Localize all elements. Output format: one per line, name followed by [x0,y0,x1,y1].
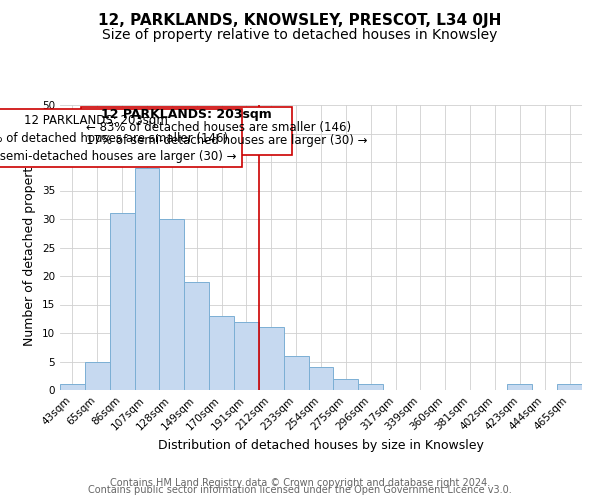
X-axis label: Distribution of detached houses by size in Knowsley: Distribution of detached houses by size … [158,438,484,452]
Text: 12, PARKLANDS, KNOWSLEY, PRESCOT, L34 0JH: 12, PARKLANDS, KNOWSLEY, PRESCOT, L34 0J… [98,12,502,28]
Bar [160,219,184,390]
Bar [308,367,334,390]
Bar [259,328,284,390]
Bar [334,378,358,390]
Text: 17% of semi-detached houses are larger (30) →: 17% of semi-detached houses are larger (… [86,134,368,146]
Bar [234,322,259,390]
Bar [508,384,532,390]
Text: 12 PARKLANDS: 203sqm
← 83% of detached houses are smaller (146)
17% of semi-deta: 12 PARKLANDS: 203sqm ← 83% of detached h… [0,114,237,162]
Text: Contains public sector information licensed under the Open Government Licence v3: Contains public sector information licen… [88,485,512,495]
Bar [184,282,209,390]
FancyBboxPatch shape [80,106,292,155]
Bar [284,356,308,390]
Bar [134,168,160,390]
Bar [358,384,383,390]
Y-axis label: Number of detached properties: Number of detached properties [23,149,37,346]
Bar [209,316,234,390]
Bar [110,214,134,390]
Text: Contains HM Land Registry data © Crown copyright and database right 2024.: Contains HM Land Registry data © Crown c… [110,478,490,488]
Text: ← 83% of detached houses are smaller (146): ← 83% of detached houses are smaller (14… [86,121,351,134]
Bar [557,384,582,390]
Bar [85,362,110,390]
Text: 12 PARKLANDS: 203sqm: 12 PARKLANDS: 203sqm [101,108,272,121]
Bar [60,384,85,390]
Text: Size of property relative to detached houses in Knowsley: Size of property relative to detached ho… [103,28,497,42]
